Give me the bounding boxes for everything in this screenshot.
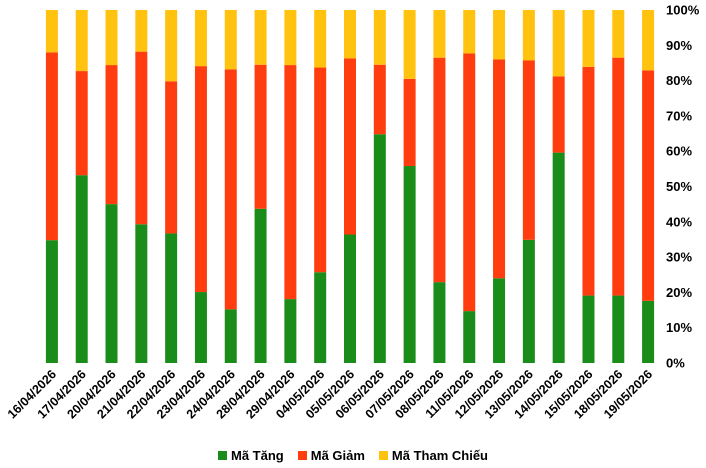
bar-segment-decrease-4: [165, 81, 178, 234]
bar-segment-decrease-16: [522, 60, 535, 240]
bar-segment-reference-20: [642, 10, 655, 71]
y-tick-label: 40%: [666, 214, 692, 229]
bar-segment-increase-6: [224, 309, 237, 363]
y-tick-label: 100%: [666, 3, 700, 18]
bar-segment-decrease-20: [642, 70, 655, 301]
bars-group: [45, 10, 655, 363]
y-tick-label: 30%: [666, 250, 692, 265]
legend-item-decrease: Mã Giảm: [297, 448, 365, 463]
bar-segment-increase-9: [314, 272, 327, 363]
bar-segment-reference-17: [552, 10, 565, 77]
bar-segment-increase-20: [642, 300, 655, 363]
bar-segment-increase-14: [463, 311, 476, 363]
y-tick-label: 10%: [666, 320, 692, 335]
bar-segment-decrease-14: [463, 53, 476, 312]
bar-segment-reference-5: [194, 10, 207, 67]
bar-segment-reference-11: [373, 10, 386, 65]
stacked-bar-chart: 0% 10% 20% 30% 40% 50% 60% 70% 80% 90% 100% 16/04/…: [5, 3, 700, 422]
bar-segment-decrease-6: [224, 69, 237, 310]
bar-segment-increase-0: [45, 240, 58, 363]
bar-segment-reference-0: [45, 10, 58, 53]
y-tick-label: 80%: [666, 73, 692, 88]
bar-segment-decrease-0: [45, 52, 58, 241]
legend-label-reference: Mã Tham Chiếu: [391, 448, 488, 463]
bar-segment-reference-12: [403, 10, 416, 79]
legend-label-increase: Mã Tăng: [231, 448, 284, 463]
bar-segment-decrease-1: [75, 71, 88, 176]
legend-item-increase: Mã Tăng: [218, 448, 284, 463]
bar-segment-increase-12: [403, 166, 416, 363]
bar-segment-decrease-17: [552, 76, 565, 153]
bar-segment-reference-4: [165, 10, 178, 82]
legend-label-decrease: Mã Giảm: [310, 448, 365, 463]
bar-segment-reference-6: [224, 10, 237, 70]
bar-segment-reference-15: [493, 10, 506, 60]
bar-segment-decrease-15: [493, 59, 506, 279]
bar-segment-increase-15: [493, 278, 506, 363]
bar-segment-reference-14: [463, 10, 476, 54]
bar-segment-decrease-2: [105, 65, 118, 205]
legend: Mã Tăng Mã Giảm Mã Tham Chiếu: [0, 448, 706, 463]
bar-segment-increase-8: [284, 299, 297, 363]
bar-segment-reference-8: [284, 10, 297, 66]
bar-segment-decrease-13: [433, 57, 446, 283]
y-tick-label: 70%: [666, 108, 692, 123]
bar-segment-increase-2: [105, 204, 118, 363]
bar-segment-decrease-19: [612, 57, 625, 296]
y-tick-label: 90%: [666, 38, 692, 53]
legend-swatch-reference: [378, 451, 388, 460]
x-axis-ticks: 16/04/202617/04/202620/04/202621/04/2026…: [5, 367, 655, 421]
bar-segment-decrease-7: [254, 64, 267, 209]
y-tick-label: 0%: [666, 356, 685, 371]
legend-swatch-increase: [218, 451, 227, 460]
legend-swatch-decrease: [297, 451, 307, 460]
bar-segment-decrease-10: [344, 58, 356, 235]
y-tick-label: 20%: [666, 285, 692, 300]
bar-segment-increase-17: [552, 152, 565, 363]
bar-segment-decrease-8: [284, 65, 297, 300]
y-tick-label: 50%: [666, 179, 692, 194]
bar-segment-reference-10: [344, 10, 356, 59]
bar-segment-increase-4: [165, 233, 178, 363]
bar-segment-increase-1: [75, 175, 88, 363]
bar-segment-reference-18: [582, 10, 595, 67]
bar-segment-decrease-18: [582, 66, 595, 296]
bar-segment-increase-13: [433, 282, 446, 363]
bar-segment-increase-5: [194, 292, 207, 363]
bar-segment-increase-18: [582, 295, 595, 363]
bar-segment-decrease-5: [194, 66, 207, 293]
bar-segment-reference-7: [254, 10, 267, 65]
bar-segment-increase-7: [254, 208, 267, 363]
bar-segment-decrease-12: [403, 78, 416, 167]
bar-segment-increase-19: [612, 295, 625, 363]
y-axis-ticks: 0% 10% 20% 30% 40% 50% 60% 70% 80% 90% 100%: [666, 3, 700, 371]
bar-segment-decrease-3: [135, 51, 148, 225]
bar-segment-reference-9: [314, 10, 327, 68]
bar-segment-increase-3: [135, 224, 148, 363]
bar-segment-decrease-11: [373, 64, 386, 135]
bar-segment-increase-11: [373, 134, 386, 363]
bar-segment-reference-2: [105, 10, 118, 66]
bar-segment-increase-10: [344, 234, 356, 363]
bar-segment-reference-19: [612, 10, 625, 58]
bar-segment-reference-13: [433, 10, 446, 58]
bar-segment-reference-3: [135, 10, 148, 52]
bar-segment-decrease-9: [314, 67, 327, 273]
bar-segment-increase-16: [522, 239, 535, 363]
y-tick-label: 60%: [666, 144, 692, 159]
legend-item-reference: Mã Tham Chiếu: [378, 448, 488, 463]
bar-segment-reference-16: [522, 10, 535, 61]
bar-segment-reference-1: [75, 10, 88, 72]
